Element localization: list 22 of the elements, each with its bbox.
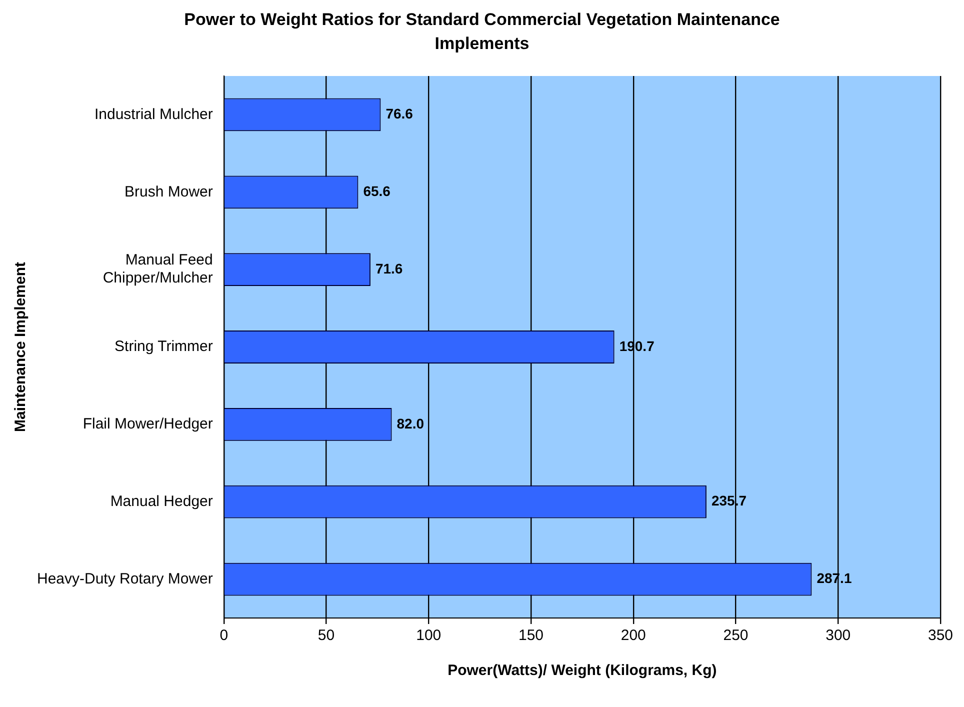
x-tick-label: 150 — [518, 627, 544, 644]
y-axis-title: Maintenance Implement — [12, 262, 30, 432]
x-tick-label: 200 — [620, 627, 646, 644]
chart-title: Power to Weight Ratios for Standard Commercial Vegetation Maintenance Implements — [183, 9, 781, 55]
y-tick-label: Brush Mower — [124, 183, 213, 200]
x-axis-title: Power(Watts)/ Weight (Kilograms, Kg) — [448, 662, 717, 680]
y-tick-label: Manual Hedger — [110, 493, 213, 510]
y-tick-label: Flail Mower/Hedger — [82, 416, 213, 433]
y-tick-label: String Trimmer — [114, 338, 213, 356]
data-label: 82.0 — [396, 415, 424, 432]
data-label: 76.6 — [386, 106, 414, 122]
y-tick-label: Manual Feed Chipper/Mulcher — [102, 252, 213, 287]
x-tick-label: 50 — [318, 627, 335, 644]
y-tick-label: Heavy-Duty Rotary Mower — [36, 570, 213, 588]
data-label: 71.6 — [375, 260, 403, 276]
x-tick-label: 300 — [826, 627, 851, 644]
x-tick-label: 0 — [220, 627, 228, 644]
x-tick-label: 350 — [928, 627, 953, 644]
y-tick-label: Industrial Mulcher — [94, 106, 213, 123]
x-tick-label: 250 — [723, 627, 748, 644]
x-tick-label: 100 — [416, 627, 442, 644]
data-label: 65.6 — [363, 183, 391, 199]
